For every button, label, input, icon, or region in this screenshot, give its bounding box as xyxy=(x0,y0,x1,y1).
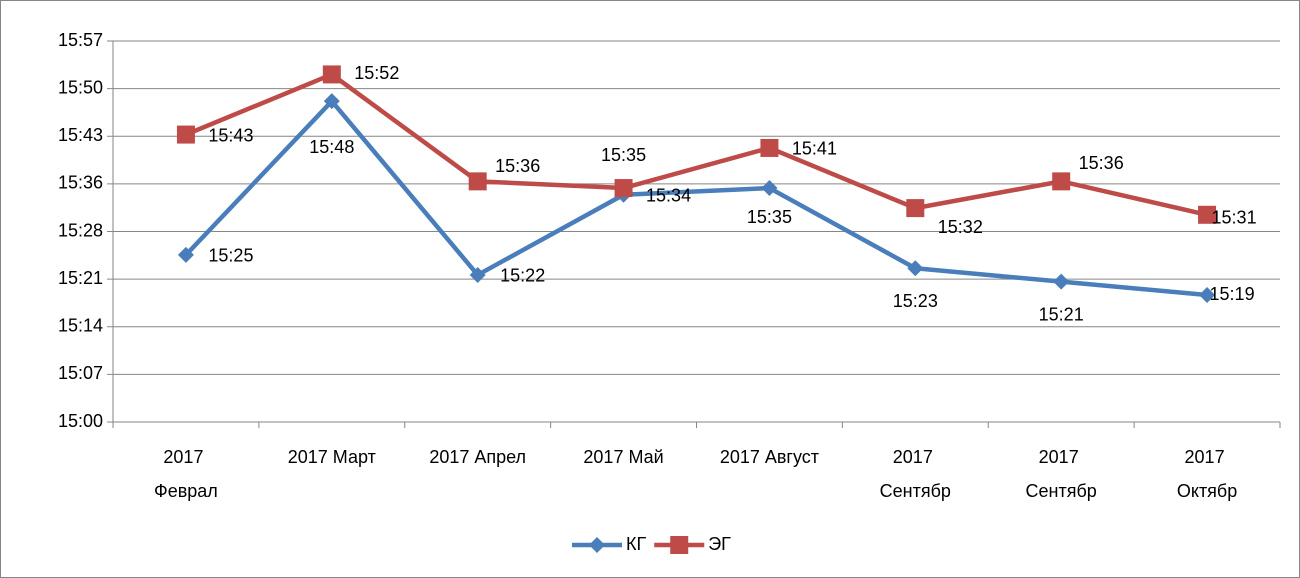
x-tick-label: 2017 Апрел xyxy=(429,447,526,467)
marker xyxy=(906,199,925,218)
marker xyxy=(176,125,195,144)
data-label: 15:35 xyxy=(601,145,646,165)
data-label: 15:35 xyxy=(747,207,792,227)
series-line xyxy=(184,98,1208,298)
data-label: 15:36 xyxy=(1079,153,1124,173)
y-tick-label: 15:28 xyxy=(58,220,103,240)
x-tick-label: 2017 Март xyxy=(288,447,376,467)
legend-label: ЭГ xyxy=(708,534,731,554)
data-label: 15:23 xyxy=(893,291,938,311)
x-tick-label: 2017 Август xyxy=(720,447,819,467)
y-tick-label: 15:57 xyxy=(58,30,103,50)
data-label: 15:48 xyxy=(309,137,354,157)
marker xyxy=(1199,287,1216,303)
marker xyxy=(1198,205,1217,224)
x-tick-label: 2017 Феврал xyxy=(154,447,218,501)
y-tick-label: 15:14 xyxy=(58,316,103,336)
data-label: 15:52 xyxy=(354,63,399,83)
marker xyxy=(1052,172,1071,191)
y-tick-label: 15:21 xyxy=(58,268,103,288)
marker xyxy=(1053,273,1070,290)
data-label: 15:41 xyxy=(792,139,837,159)
data-label: 15:25 xyxy=(208,246,253,266)
legend-marker xyxy=(589,537,605,553)
marker xyxy=(761,180,778,197)
legend-marker xyxy=(670,536,689,554)
y-tick-label: 15:50 xyxy=(58,77,103,97)
y-tick-label: 15:07 xyxy=(58,363,103,383)
marker xyxy=(614,179,633,198)
data-label: 15:21 xyxy=(1039,304,1084,324)
data-label: 15:43 xyxy=(208,125,253,145)
data-label: 15:36 xyxy=(495,156,540,176)
x-tick-label: 2017 Сентябр xyxy=(1026,447,1097,501)
marker xyxy=(469,266,486,283)
marker xyxy=(907,260,924,277)
data-label: 15:32 xyxy=(938,217,983,237)
marker xyxy=(323,93,340,110)
data-label: 15:19 xyxy=(1210,284,1255,304)
legend-label: КГ xyxy=(626,534,646,554)
marker xyxy=(322,65,341,84)
y-tick-label: 15:36 xyxy=(58,173,103,193)
series-line xyxy=(185,72,1208,217)
y-tick-label: 15:00 xyxy=(58,411,103,431)
x-tick-label: 2017 Сентябр xyxy=(880,447,951,501)
y-tick-label: 15:43 xyxy=(58,125,103,145)
marker xyxy=(177,246,194,263)
data-label: 15:22 xyxy=(500,266,545,286)
marker xyxy=(760,138,779,157)
x-tick-label: 2017 Октябр xyxy=(1177,447,1237,501)
data-label: 15:34 xyxy=(646,185,691,205)
marker xyxy=(468,172,487,191)
x-tick-label: 2017 Май xyxy=(583,447,663,467)
data-label: 15:31 xyxy=(1212,208,1257,228)
